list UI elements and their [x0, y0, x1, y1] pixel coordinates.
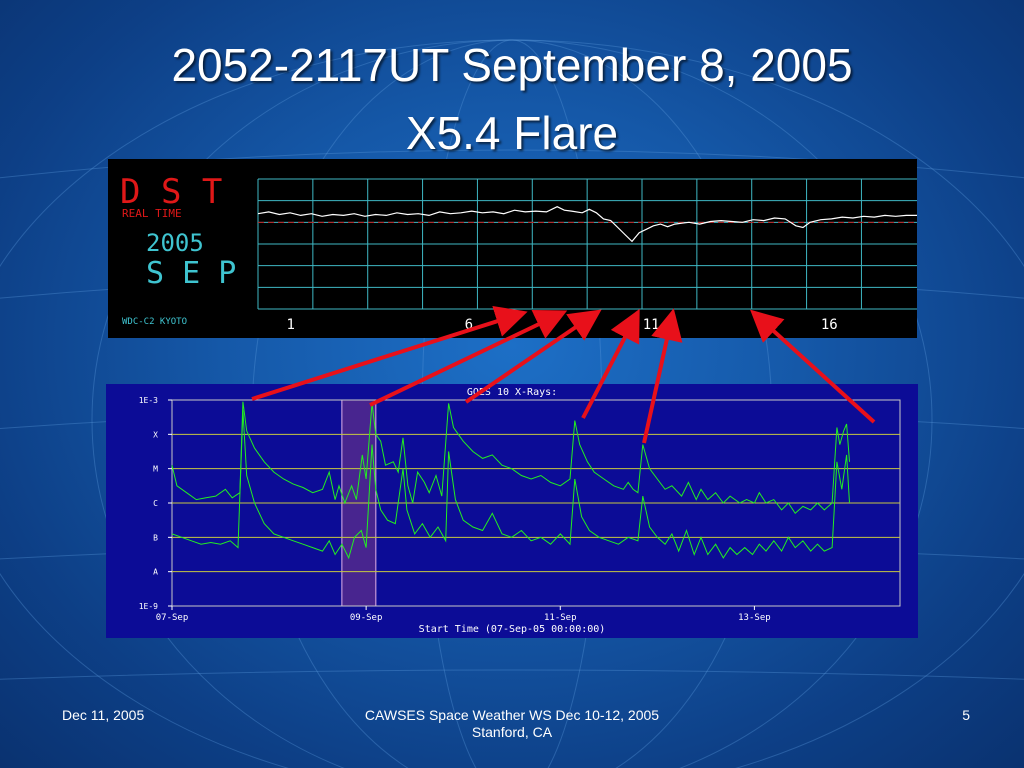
dst-x-ticks: 1 6 11 16 [286, 317, 837, 333]
goes-series-1-line [171, 401, 850, 515]
goes-x-tick-label: 11-Sep [544, 613, 577, 623]
goes-chart: GOES 10 X-Rays: 1E-3 X M C B A 1E-9 07-Sep 09-S… [139, 387, 901, 635]
goes-y-tick-label: A [153, 568, 158, 577]
goes-x-tick-label: 13-Sep [738, 613, 771, 623]
dst-chart-panel: D S T REAL TIME 2005 S E P WDC-C2 KYOTO … [108, 159, 917, 338]
slide-title-line-1: 2052-2117UT September 8, 2005 [171, 39, 853, 91]
dst-month-label: S E P [146, 256, 236, 291]
goes-y-tick-label: 1E-9 [139, 602, 158, 611]
dst-grid [257, 178, 917, 310]
goes-y-tick-label: C [153, 499, 158, 508]
footer-page-number: 5 [962, 707, 970, 723]
dst-year-label: 2005 [146, 229, 204, 257]
dst-realtime-label: REAL TIME [122, 207, 182, 220]
dst-x-tick-label: 11 [643, 317, 660, 333]
goes-y-tick-label: M [153, 465, 158, 474]
dst-x-tick-label: 16 [821, 317, 838, 333]
dst-trace-line [257, 206, 917, 243]
goes-x-tick-label: 09-Sep [350, 613, 383, 623]
goes-y-tick-label: X [153, 430, 158, 439]
goes-grid [171, 399, 901, 607]
goes-chart-title: GOES 10 X-Rays: [467, 387, 557, 398]
goes-series-2-line [171, 410, 850, 560]
goes-y-tick-label: B [153, 533, 158, 542]
dst-label: D S T [120, 172, 222, 212]
goes-series [171, 401, 850, 560]
footer-event: CAWSES Space Weather WS Dec 10-12, 2005 … [364, 707, 660, 740]
footer-date: Dec 11, 2005 [62, 707, 145, 723]
dst-credit-label: WDC-C2 KYOTO [122, 317, 187, 327]
dst-chart: D S T REAL TIME 2005 S E P WDC-C2 KYOTO … [120, 172, 917, 333]
goes-x-ticks: 07-Sep 09-Sep 11-Sep 13-Sep [156, 606, 771, 623]
goes-y-tick-label: 1E-3 [139, 396, 158, 405]
goes-x-axis-label: Start Time (07-Sep-05 00:00:00) [419, 624, 606, 635]
goes-x-tick-label: 07-Sep [156, 613, 189, 623]
dst-x-tick-label: 1 [286, 317, 294, 333]
goes-chart-panel: GOES 10 X-Rays: 1E-3 X M C B A 1E-9 07-Sep 09-S… [106, 384, 918, 638]
slide-title-line-2: X5.4 Flare [405, 107, 619, 159]
goes-y-ticks: 1E-3 X M C B A 1E-9 [139, 396, 172, 611]
dst-x-tick-label: 6 [465, 317, 473, 333]
